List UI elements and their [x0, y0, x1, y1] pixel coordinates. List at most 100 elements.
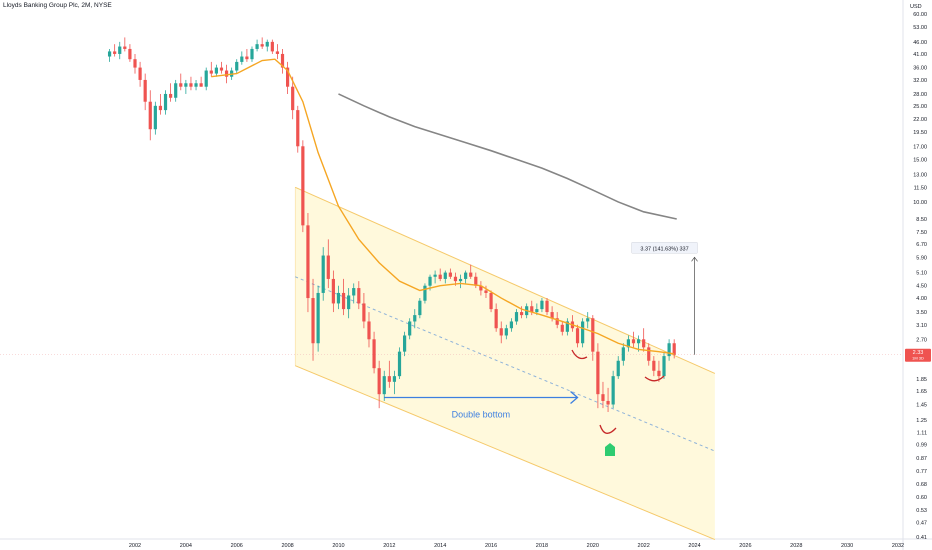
x-tick-label: 2004	[180, 543, 192, 549]
candle-body	[179, 83, 183, 87]
y-tick-label: 25.00	[913, 104, 927, 110]
cup-marker-2	[599, 424, 617, 434]
y-tick-label: 28.00	[913, 92, 927, 98]
candle-body	[484, 290, 488, 293]
y-tick-label: 53.00	[913, 25, 927, 31]
candle-body	[158, 105, 163, 111]
y-tick-label: 3.50	[916, 310, 927, 316]
x-tick-label: 2032	[892, 543, 904, 549]
candle-body	[540, 300, 544, 310]
candle-body	[499, 328, 503, 336]
x-tick-label: 2006	[231, 543, 243, 549]
candle-body	[347, 295, 351, 310]
candle-body	[362, 303, 366, 322]
candle-body	[123, 46, 127, 49]
y-tick-label: 0.99	[916, 443, 927, 449]
y-tick-label: 0.53	[916, 508, 927, 514]
y-tick-label: 15.00	[913, 157, 927, 163]
candle-body	[163, 93, 168, 111]
candle-body	[138, 67, 142, 80]
candle-body	[224, 70, 229, 77]
y-tick-label: 11.50	[914, 185, 927, 191]
candle-body	[255, 44, 259, 49]
candle-body	[565, 321, 569, 332]
candle-body	[331, 278, 335, 304]
y-tick-label: 4.00	[916, 296, 927, 302]
candle-body	[642, 339, 646, 348]
buy-signal-marker	[605, 443, 615, 456]
x-tick-label: 2010	[332, 543, 344, 549]
y-tick-label: 13.00	[913, 172, 927, 178]
candle-body	[443, 272, 447, 279]
candle-body	[280, 53, 285, 68]
y-tick-label: 3.10	[916, 323, 927, 329]
candle-body	[626, 339, 631, 348]
candle-body	[260, 44, 264, 47]
candle-body	[392, 376, 397, 382]
y-tick-label: 0.68	[916, 482, 927, 488]
candle-body	[591, 318, 595, 352]
candle-body	[169, 93, 173, 98]
y-tick-label: 0.87	[916, 456, 927, 462]
candle-body	[240, 56, 244, 62]
candle-body	[270, 41, 274, 52]
y-tick-label: 0.77	[916, 469, 927, 475]
x-tick-label: 2030	[841, 543, 853, 549]
candle-body	[250, 48, 254, 60]
candle-body	[469, 272, 473, 277]
candle-body	[184, 83, 188, 87]
y-tick-label: 8.50	[916, 217, 927, 223]
ma-gray-line	[338, 93, 677, 220]
measure-label: 3.37 (141.63%) 337	[640, 246, 688, 252]
candle-body	[657, 370, 661, 377]
candle-body	[408, 321, 412, 336]
candle-body	[428, 276, 432, 286]
candle-body	[616, 360, 620, 377]
candle-body	[586, 318, 590, 322]
candle-body	[143, 79, 147, 102]
x-tick-label: 2022	[638, 543, 650, 549]
channel-fill	[295, 187, 715, 540]
candle-body	[199, 83, 203, 87]
candle-body	[575, 328, 580, 344]
candle-body	[265, 41, 269, 47]
candle-body	[133, 59, 137, 68]
candle-body	[336, 292, 341, 304]
candle-body	[647, 347, 651, 361]
y-tick-label: 17.00	[913, 144, 927, 150]
candle-body	[611, 376, 615, 405]
price-tag-box	[905, 348, 931, 362]
x-tick-label: 2020	[587, 543, 599, 549]
candle-body	[382, 376, 386, 395]
candle-body	[326, 255, 330, 279]
candle-body	[464, 272, 468, 279]
y-tick-label: 0.60	[916, 495, 927, 501]
candle-body	[652, 360, 656, 371]
candle-body	[107, 51, 112, 57]
candle-body	[113, 51, 117, 54]
candle-body	[235, 61, 239, 71]
candle-body	[311, 298, 315, 344]
measure-arrow-head	[691, 256, 698, 262]
candle-body	[128, 48, 132, 60]
candle-body	[438, 274, 442, 279]
candle-body	[514, 312, 519, 322]
y-tick-label: 41.00	[913, 52, 927, 58]
candle-body	[672, 343, 676, 355]
candle-body	[306, 225, 310, 299]
candle-body	[316, 292, 320, 344]
y-tick-label: 32.00	[913, 78, 927, 84]
y-tick-label: 19.50	[913, 130, 927, 136]
candle-body	[372, 339, 376, 369]
candle-body	[189, 83, 193, 87]
candle-body	[418, 300, 422, 316]
candle-body	[321, 255, 325, 293]
candle-body	[621, 347, 625, 361]
y-tick-label: 10.00	[913, 200, 927, 206]
cup-marker-3	[644, 375, 665, 382]
y-tick-label: 0.41	[916, 535, 927, 541]
candle-body	[489, 292, 493, 310]
y-tick-label: 1.11	[917, 431, 927, 437]
candle-body	[581, 321, 585, 344]
